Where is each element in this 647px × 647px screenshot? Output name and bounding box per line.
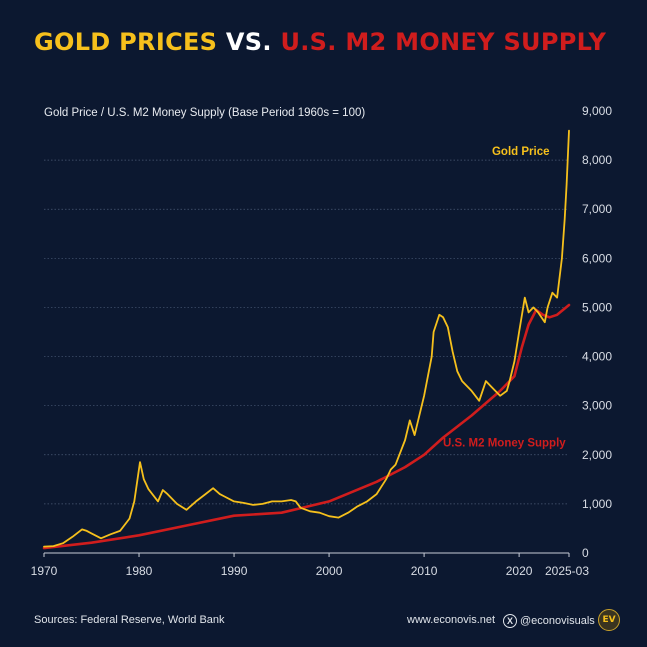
chart-title: GOLD PRICES VS. U.S. M2 MONEY SUPPLY	[34, 28, 606, 56]
annotations: Gold Price U.S. M2 Money Supply	[443, 146, 566, 449]
sources-note: Sources: Federal Reserve, World Bank	[34, 614, 225, 626]
y-axis: 0 1,000 2,000 3,000 4,000 5,000 6,000 7,000 8,00…	[582, 104, 612, 560]
chart-subtitle: Gold Price / U.S. M2 Money Supply (Base …	[44, 107, 365, 119]
gold-price-label: Gold Price	[492, 146, 550, 158]
econovis-logo: EV	[598, 609, 620, 631]
y-tick-label-1000: 1,000	[582, 497, 612, 511]
y-tick-label-3000: 3,000	[582, 399, 612, 413]
m2-money-supply-line	[42, 303, 571, 550]
x-icon: X	[503, 614, 517, 628]
y-tick-label-7000: 7,000	[582, 202, 612, 216]
x-tick-label-1970: 1970	[31, 564, 58, 578]
y-tick-label-9000: 9,000	[582, 104, 612, 118]
social-handle[interactable]: X @econovisuals	[503, 614, 595, 628]
gold-price-line	[43, 129, 570, 548]
grid-layer	[44, 159, 569, 505]
y-tick-label-5000: 5,000	[582, 300, 612, 314]
y-tick-label-8000: 8,000	[582, 153, 612, 167]
y-tick-label-6000: 6,000	[582, 251, 612, 265]
m2-money-supply-label: U.S. M2 Money Supply	[443, 437, 566, 449]
y-tick-label-4000: 4,000	[582, 350, 612, 364]
x-tick-label-2000: 2000	[316, 564, 343, 578]
x-tick-label-end: 2025-03	[545, 564, 589, 578]
x-axis: 1970 1980 1990 2000 2010 2020 2025-03	[31, 552, 589, 578]
title-gold-prices: GOLD PRICES	[34, 28, 218, 56]
y-tick-label-2000: 2,000	[582, 448, 612, 462]
social-handle-text: @econovisuals	[520, 614, 595, 627]
title-m2-money-supply: U.S. M2 MONEY SUPPLY	[280, 28, 607, 56]
series-layer	[42, 129, 571, 550]
x-tick-label-2020: 2020	[506, 564, 533, 578]
x-tick-label-2010: 2010	[411, 564, 438, 578]
x-tick-label-1990: 1990	[221, 564, 248, 578]
title-vs: VS.	[225, 28, 272, 56]
x-tick-label-1980: 1980	[126, 564, 153, 578]
website-link[interactable]: www.econovis.net	[407, 614, 496, 626]
y-tick-label-0: 0	[582, 546, 589, 560]
